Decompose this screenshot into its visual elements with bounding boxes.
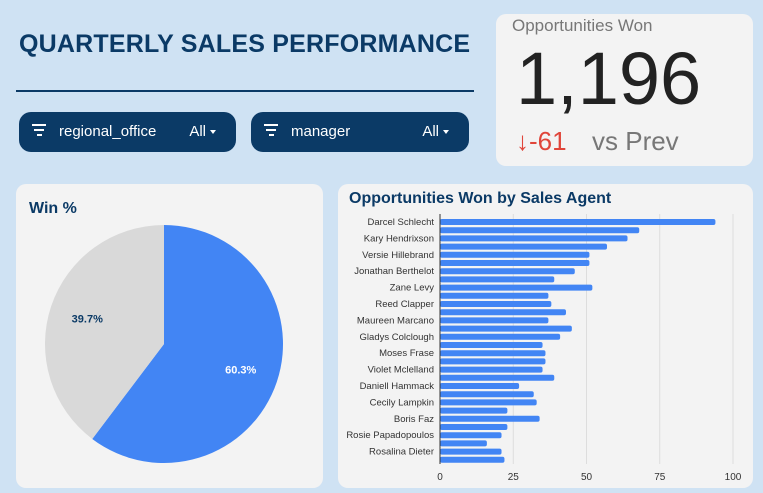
caret-down-icon — [210, 130, 216, 134]
bar — [440, 325, 572, 332]
y-tick-label: Kary Hendrixson — [364, 233, 434, 244]
bar — [440, 260, 590, 266]
pie-chart: 60.3% 39.7% — [44, 224, 283, 463]
y-tick-label: Zane Levy — [390, 283, 435, 294]
bar — [440, 243, 608, 250]
bar — [440, 227, 640, 234]
bar — [440, 366, 543, 373]
win-pct-card: Win % 60.3% 39.7% — [16, 184, 323, 488]
y-tick-label: Rosalina Dieter — [369, 447, 434, 458]
y-tick-label: Darcel Schlecht — [367, 217, 434, 228]
kpi-delta: ↓-61 — [516, 126, 567, 157]
bar — [440, 309, 566, 316]
y-tick-label: Violet Mclelland — [368, 365, 434, 376]
bar — [440, 350, 546, 357]
bar — [440, 374, 555, 381]
divider — [16, 90, 474, 92]
filter-value: All — [422, 123, 439, 140]
y-tick-label: Jonathan Berthelot — [354, 266, 434, 277]
filter-label: regional_office — [59, 123, 157, 140]
bar — [440, 383, 520, 389]
kpi-card: Opportunities Won 1,196 ↓-61 vs Prev — [496, 14, 753, 166]
y-tick-label: Daniell Hammack — [360, 381, 435, 392]
bar — [440, 432, 502, 439]
filter-icon — [31, 124, 47, 139]
y-tick-label: Rosie Papadopoulos — [346, 430, 434, 441]
bar — [440, 448, 502, 455]
bar — [440, 219, 716, 225]
bar — [440, 333, 561, 340]
bar — [440, 358, 546, 365]
pie-slice — [44, 224, 164, 439]
y-tick-label: Maureen Marcano — [357, 315, 434, 326]
kpi-delta-value: -61 — [529, 126, 567, 156]
bar — [440, 424, 508, 430]
y-tick-label: Moses Frase — [379, 348, 434, 359]
filter-manager[interactable]: manager All — [251, 112, 469, 152]
bar — [440, 251, 590, 258]
bar — [440, 268, 575, 275]
chart-title: Win % — [29, 200, 77, 217]
bar — [440, 342, 543, 348]
bar — [440, 301, 552, 307]
kpi-comparison: vs Prev — [592, 126, 679, 156]
y-tick-label: Cecily Lampkin — [370, 397, 434, 408]
bar — [440, 456, 505, 463]
pie-label: 39.7% — [72, 313, 103, 325]
bar — [440, 292, 549, 299]
x-tick-label: 50 — [581, 472, 593, 483]
kpi-label: Opportunities Won — [512, 16, 653, 35]
bar — [440, 440, 487, 447]
bar — [440, 399, 537, 406]
chart-title: Opportunities Won by Sales Agent — [349, 190, 612, 207]
x-tick-label: 75 — [654, 472, 666, 483]
bar — [440, 407, 508, 414]
filter-regional-office[interactable]: regional_office All — [19, 112, 236, 152]
filter-value: All — [189, 123, 206, 140]
bar — [440, 276, 555, 283]
page-title: QUARTERLY SALES PERFORMANCE — [19, 30, 471, 58]
filter-icon — [263, 124, 279, 139]
pie-slice — [92, 225, 283, 463]
pie-label: 60.3% — [225, 365, 256, 377]
caret-down-icon — [443, 130, 449, 134]
filter-label: manager — [291, 123, 351, 140]
y-tick-label: Gladys Colclough — [360, 332, 434, 343]
x-tick-label: 25 — [508, 472, 520, 483]
bar — [440, 284, 593, 291]
y-tick-label: Reed Clapper — [375, 299, 434, 310]
bar — [440, 415, 540, 422]
y-tick-label: Versie Hillebrand — [362, 250, 434, 261]
x-tick-label: 0 — [437, 472, 443, 483]
kpi-value: 1,196 — [516, 37, 702, 120]
y-tick-label: Boris Faz — [394, 414, 434, 425]
bar-chart: 0 25 50 75 100 Darcel Schlecht Kary Hendrixson… — [346, 214, 742, 483]
bar — [440, 235, 628, 242]
arrow-down-icon: ↓ — [516, 126, 529, 156]
bar — [440, 317, 549, 324]
x-tick-label: 100 — [725, 472, 742, 483]
agent-bar-card: Opportunities Won by Sales Agent 0 25 50 75… — [338, 184, 753, 488]
bar — [440, 391, 534, 398]
